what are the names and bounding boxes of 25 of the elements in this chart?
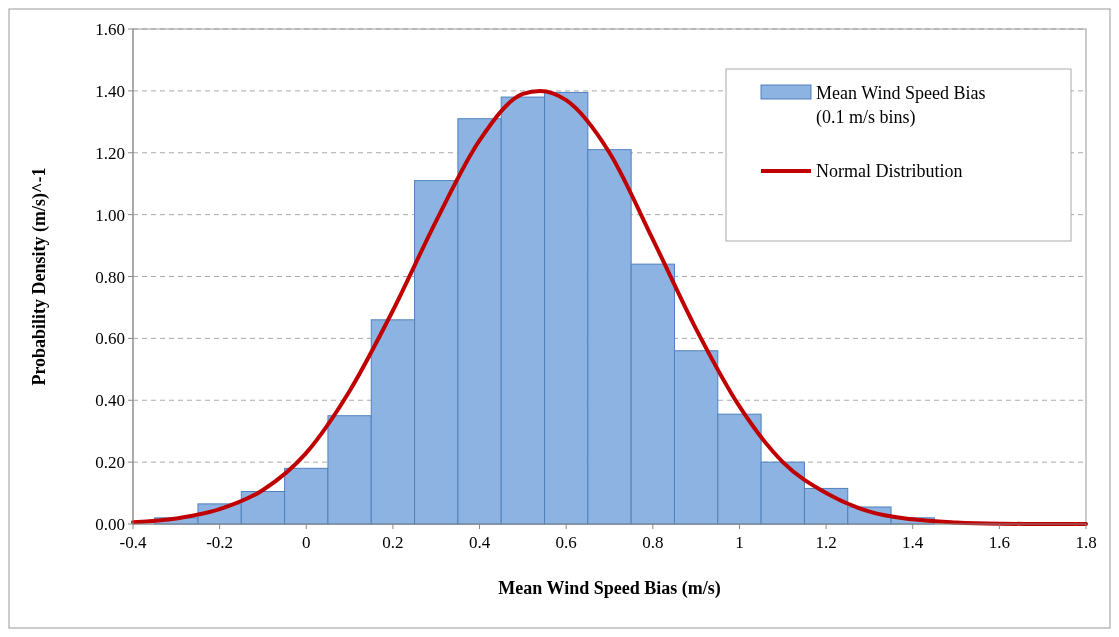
- y-tick-label: 1.60: [95, 20, 125, 39]
- x-tick-label: 1.2: [815, 533, 837, 552]
- y-tick-label: 0.40: [95, 391, 125, 411]
- x-tick-label: 1.8: [1075, 533, 1097, 552]
- y-axis-title: Probability Density (m/s)^-1: [29, 167, 50, 386]
- y-tick-label: 0.80: [95, 267, 125, 287]
- x-tick-label: -0.2: [206, 533, 234, 552]
- x-tick-label: 1.6: [988, 533, 1010, 552]
- x-tick-label: 1: [735, 533, 744, 552]
- legend-label: Normal Distribution: [816, 161, 963, 181]
- x-tick-label: 0.6: [555, 533, 577, 552]
- y-tick-label: 0.00: [95, 515, 125, 534]
- y-tick-label: 1.40: [95, 81, 125, 101]
- x-tick-label: -0.4: [119, 533, 147, 552]
- x-tick-label: 0.4: [468, 533, 491, 552]
- y-tick-label: 0.20: [95, 453, 125, 473]
- y-tick-label: 1.00: [95, 205, 125, 225]
- y-tick-label: 1.20: [95, 143, 125, 163]
- x-tick-label: 0.2: [382, 533, 404, 552]
- legend-label: Mean Wind Speed Bias (0.1 m/s bins): [816, 83, 986, 128]
- x-tick-label: 0: [302, 533, 311, 552]
- x-tick-label: 1.4: [902, 533, 924, 552]
- y-tick-label: 0.60: [95, 329, 125, 349]
- x-tick-label: 0.8: [642, 533, 664, 552]
- x-axis-title: Mean Wind Speed Bias (m/s): [498, 578, 721, 599]
